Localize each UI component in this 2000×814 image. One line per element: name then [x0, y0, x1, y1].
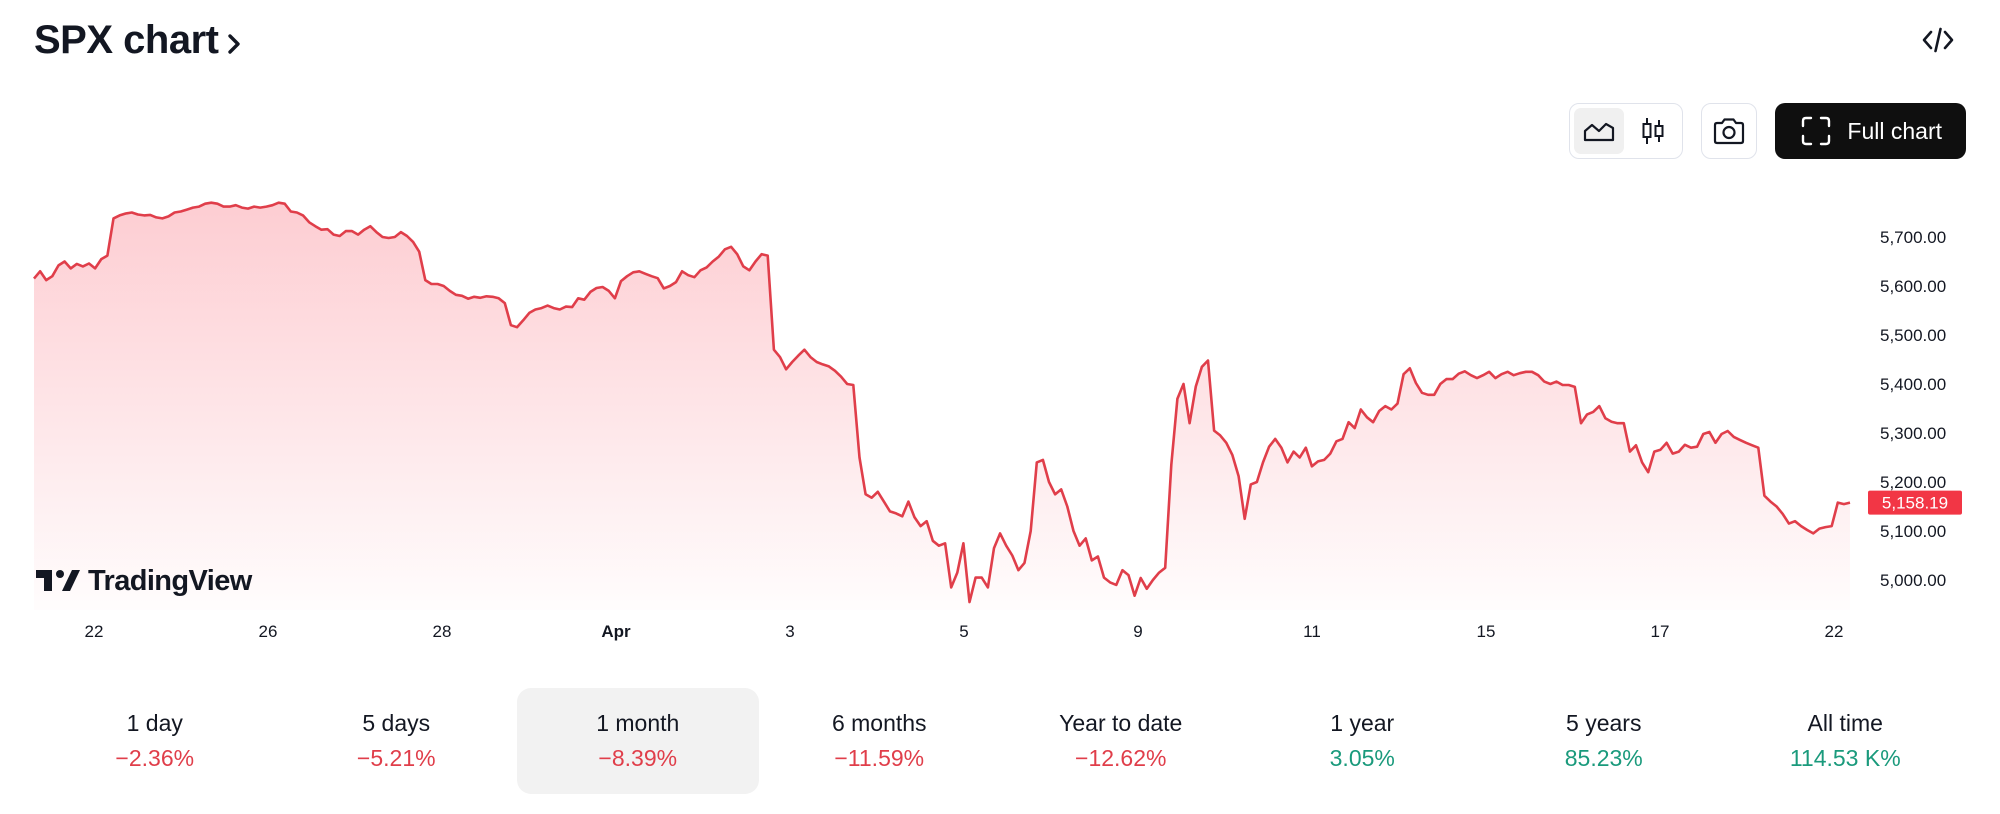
period-change: −8.39% [598, 745, 678, 771]
last-price-label: 5,158.19 [1868, 490, 1962, 515]
screenshot-button[interactable] [1701, 103, 1758, 159]
y-axis: 5,700.00 5,600.00 5,500.00 5,400.00 5,300.00… [1880, 228, 1946, 590]
embed-code-button[interactable] [1916, 20, 1960, 60]
period-change: 114.53 K% [1789, 745, 1901, 771]
period-label: 1 day [126, 710, 183, 736]
fullscreen-icon [1802, 116, 1831, 146]
period-selector: 1 day −2.36% 5 days −5.21% 1 month −8.39% 6 mo… [34, 688, 1966, 794]
period-label: 6 months [831, 710, 927, 736]
full-chart-label: Full chart [1847, 117, 1942, 144]
period-label: 5 days [362, 710, 431, 736]
period-all-time[interactable]: All time 114.53 K% [1725, 688, 1967, 794]
candlestick-icon [1642, 118, 1664, 144]
period-change: 3.05% [1329, 745, 1395, 771]
period-5-years[interactable]: 5 years 85.23% [1483, 688, 1725, 794]
chart-style-switcher [1569, 103, 1684, 159]
period-year-to-date[interactable]: Year to date −12.62% [1000, 688, 1242, 794]
last-price-badge [1868, 490, 1962, 515]
chart-header[interactable]: SPX chart [34, 18, 242, 63]
tradingview-logo: TradingView [36, 565, 253, 597]
x-tick-label: 3 [785, 622, 794, 641]
x-tick-label: 5 [959, 622, 968, 641]
y-tick-label: 5,700.00 [1880, 228, 1946, 247]
x-tick-label: 15 [1477, 622, 1496, 641]
x-tick-label: 17 [1651, 622, 1670, 641]
x-tick-label: 22 [85, 622, 104, 641]
period-label: 1 month [596, 710, 680, 736]
period-label: 5 years [1566, 710, 1642, 736]
last-price-text: 5,158.19 [1882, 494, 1948, 513]
area-style-button[interactable] [1574, 108, 1625, 154]
chevron-right-icon [228, 33, 241, 54]
price-line [33, 201, 1851, 604]
period-change: −2.36% [115, 745, 195, 771]
y-tick-label: 5,400.00 [1880, 375, 1946, 394]
period-label: All time [1807, 710, 1883, 736]
period-label: 1 year [1330, 710, 1395, 736]
x-tick-label: 26 [259, 622, 278, 641]
tradingview-mark-icon [36, 570, 80, 591]
period-change: −11.59% [834, 745, 925, 771]
x-tick-label: 11 [1303, 622, 1321, 641]
price-area-fill [34, 202, 1850, 610]
y-tick-label: 5,600.00 [1880, 277, 1946, 296]
period-1-year[interactable]: 1 year 3.05% [1242, 688, 1484, 794]
x-tick-label: 9 [1133, 622, 1142, 641]
x-tick-label: 22 [1825, 622, 1844, 641]
period-5-days[interactable]: 5 days −5.21% [276, 688, 518, 794]
y-tick-label: 5,100.00 [1880, 522, 1946, 541]
period-1-month[interactable]: 1 month −8.39% [517, 688, 759, 794]
period-change: −12.62% [1075, 745, 1167, 771]
x-axis: 22 26 28 Apr 3 5 9 11 15 17 22 [85, 622, 1844, 641]
y-tick-label: 5,200.00 [1880, 473, 1946, 492]
period-change: −5.21% [356, 745, 436, 771]
price-chart[interactable]: 5,700.00 5,600.00 5,500.00 5,400.00 5,300.00… [0, 150, 2000, 660]
full-chart-button[interactable]: Full chart [1775, 103, 1966, 159]
y-tick-label: 5,300.00 [1880, 424, 1946, 443]
x-tick-label: Apr [601, 622, 631, 641]
chart-toolbar: Full chart [1569, 103, 1966, 159]
period-change: 85.23% [1564, 745, 1643, 771]
y-tick-label: 5,500.00 [1880, 326, 1946, 345]
tradingview-wordmark: TradingView [88, 565, 253, 597]
period-6-months[interactable]: 6 months −11.59% [759, 688, 1001, 794]
page-title[interactable]: SPX chart [34, 18, 219, 62]
period-label: Year to date [1059, 710, 1183, 736]
period-1-day[interactable]: 1 day −2.36% [34, 688, 276, 794]
x-tick-label: 28 [433, 622, 452, 641]
candles-style-button[interactable] [1628, 108, 1678, 154]
camera-icon [1714, 118, 1745, 145]
area-chart-icon [1584, 122, 1615, 142]
y-tick-label: 5,000.00 [1880, 571, 1946, 590]
code-icon [1922, 27, 1954, 53]
